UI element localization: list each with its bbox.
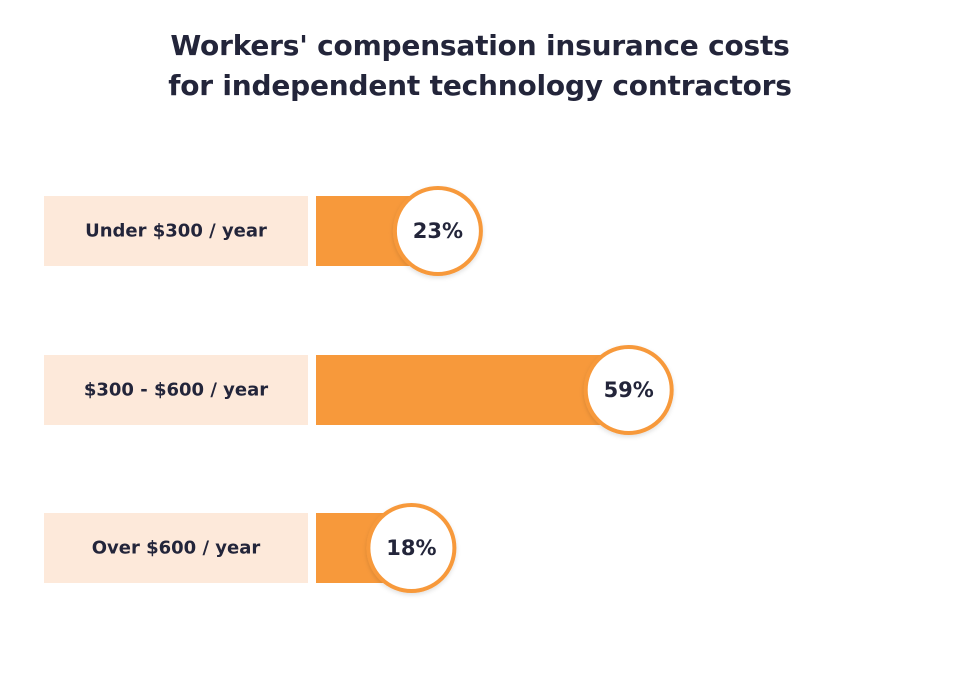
value-label: 23%	[413, 219, 463, 243]
value-label: 59%	[604, 378, 654, 402]
category-label-background	[44, 513, 308, 583]
category-label: Over $600 / year	[92, 538, 261, 559]
category-label-background	[44, 196, 308, 266]
category-label: Under $300 / year	[85, 221, 267, 242]
bars-layer: Under $300 / year 23% $300 - $600 / year 59…	[44, 186, 674, 593]
bar-row: $300 - $600 / year 59%	[44, 345, 674, 435]
bar-row: Under $300 / year 23%	[44, 186, 483, 276]
category-label: $300 - $600 / year	[84, 380, 268, 401]
value-badge	[583, 345, 674, 435]
chart-title-line-1: Workers' compensation insurance costs	[170, 29, 790, 62]
category-label-background	[44, 355, 308, 425]
bar	[316, 355, 629, 425]
chart-title: Workers' compensation insurance costs fo…	[0, 26, 960, 106]
value-badge	[366, 503, 457, 593]
chart-title-line-2: for independent technology contractors	[168, 69, 792, 102]
value-badge	[392, 186, 483, 276]
value-label: 18%	[386, 536, 436, 560]
bar-row: Over $600 / year 18%	[44, 503, 457, 593]
